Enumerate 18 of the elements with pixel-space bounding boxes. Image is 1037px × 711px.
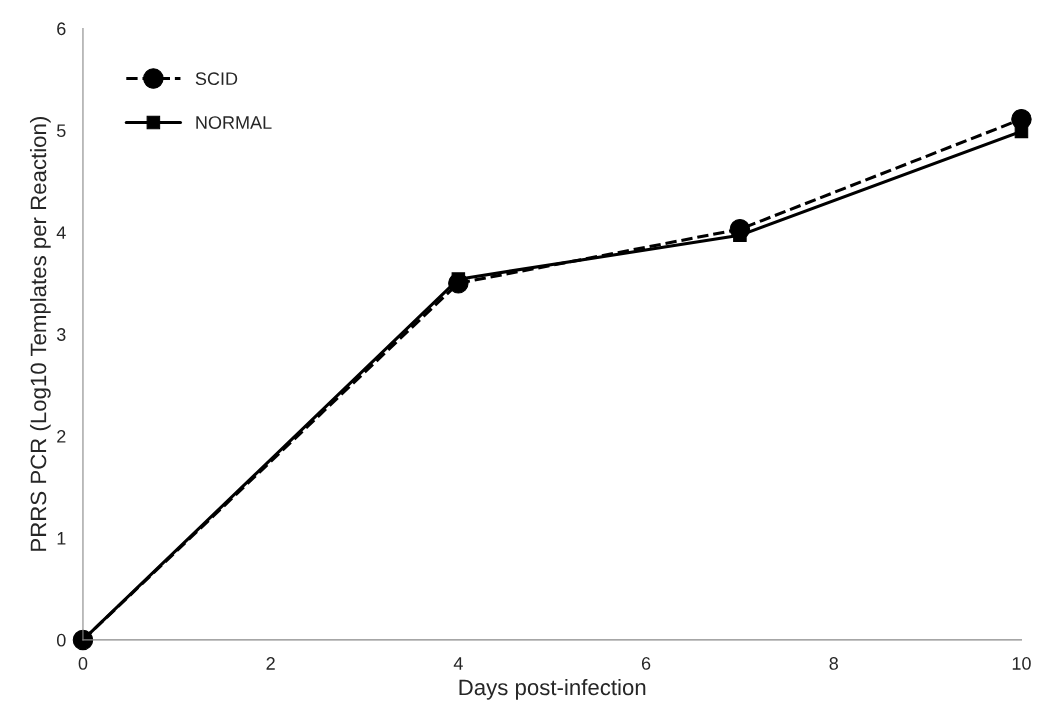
y-tick-label: 0 — [56, 633, 66, 647]
x-axis-title: Days post-infection — [459, 678, 646, 700]
legend-label: NORMAL — [196, 116, 272, 129]
y-tick-label: 4 — [56, 226, 66, 239]
x-tick-label: 8 — [829, 657, 838, 670]
point — [1014, 124, 1029, 139]
y-tick-label: 5 — [56, 124, 66, 138]
x-tick-label: 0 — [78, 657, 88, 670]
x-tick-label: 4 — [453, 657, 463, 670]
y-tick-label: 2 — [57, 430, 66, 443]
y-tick-label: 1 — [57, 532, 66, 545]
x-tick-label: 10 — [1012, 657, 1031, 670]
x-tick-label: 2 — [266, 657, 275, 670]
y-axis-title: PRRS PCR (Log10 Templates per Reaction) — [29, 117, 51, 551]
x-tick-label: 6 — [641, 657, 651, 670]
legend-label: SCID — [195, 72, 238, 86]
y-tick-label: 6 — [57, 22, 66, 36]
y-tick-label: 3 — [56, 328, 66, 341]
